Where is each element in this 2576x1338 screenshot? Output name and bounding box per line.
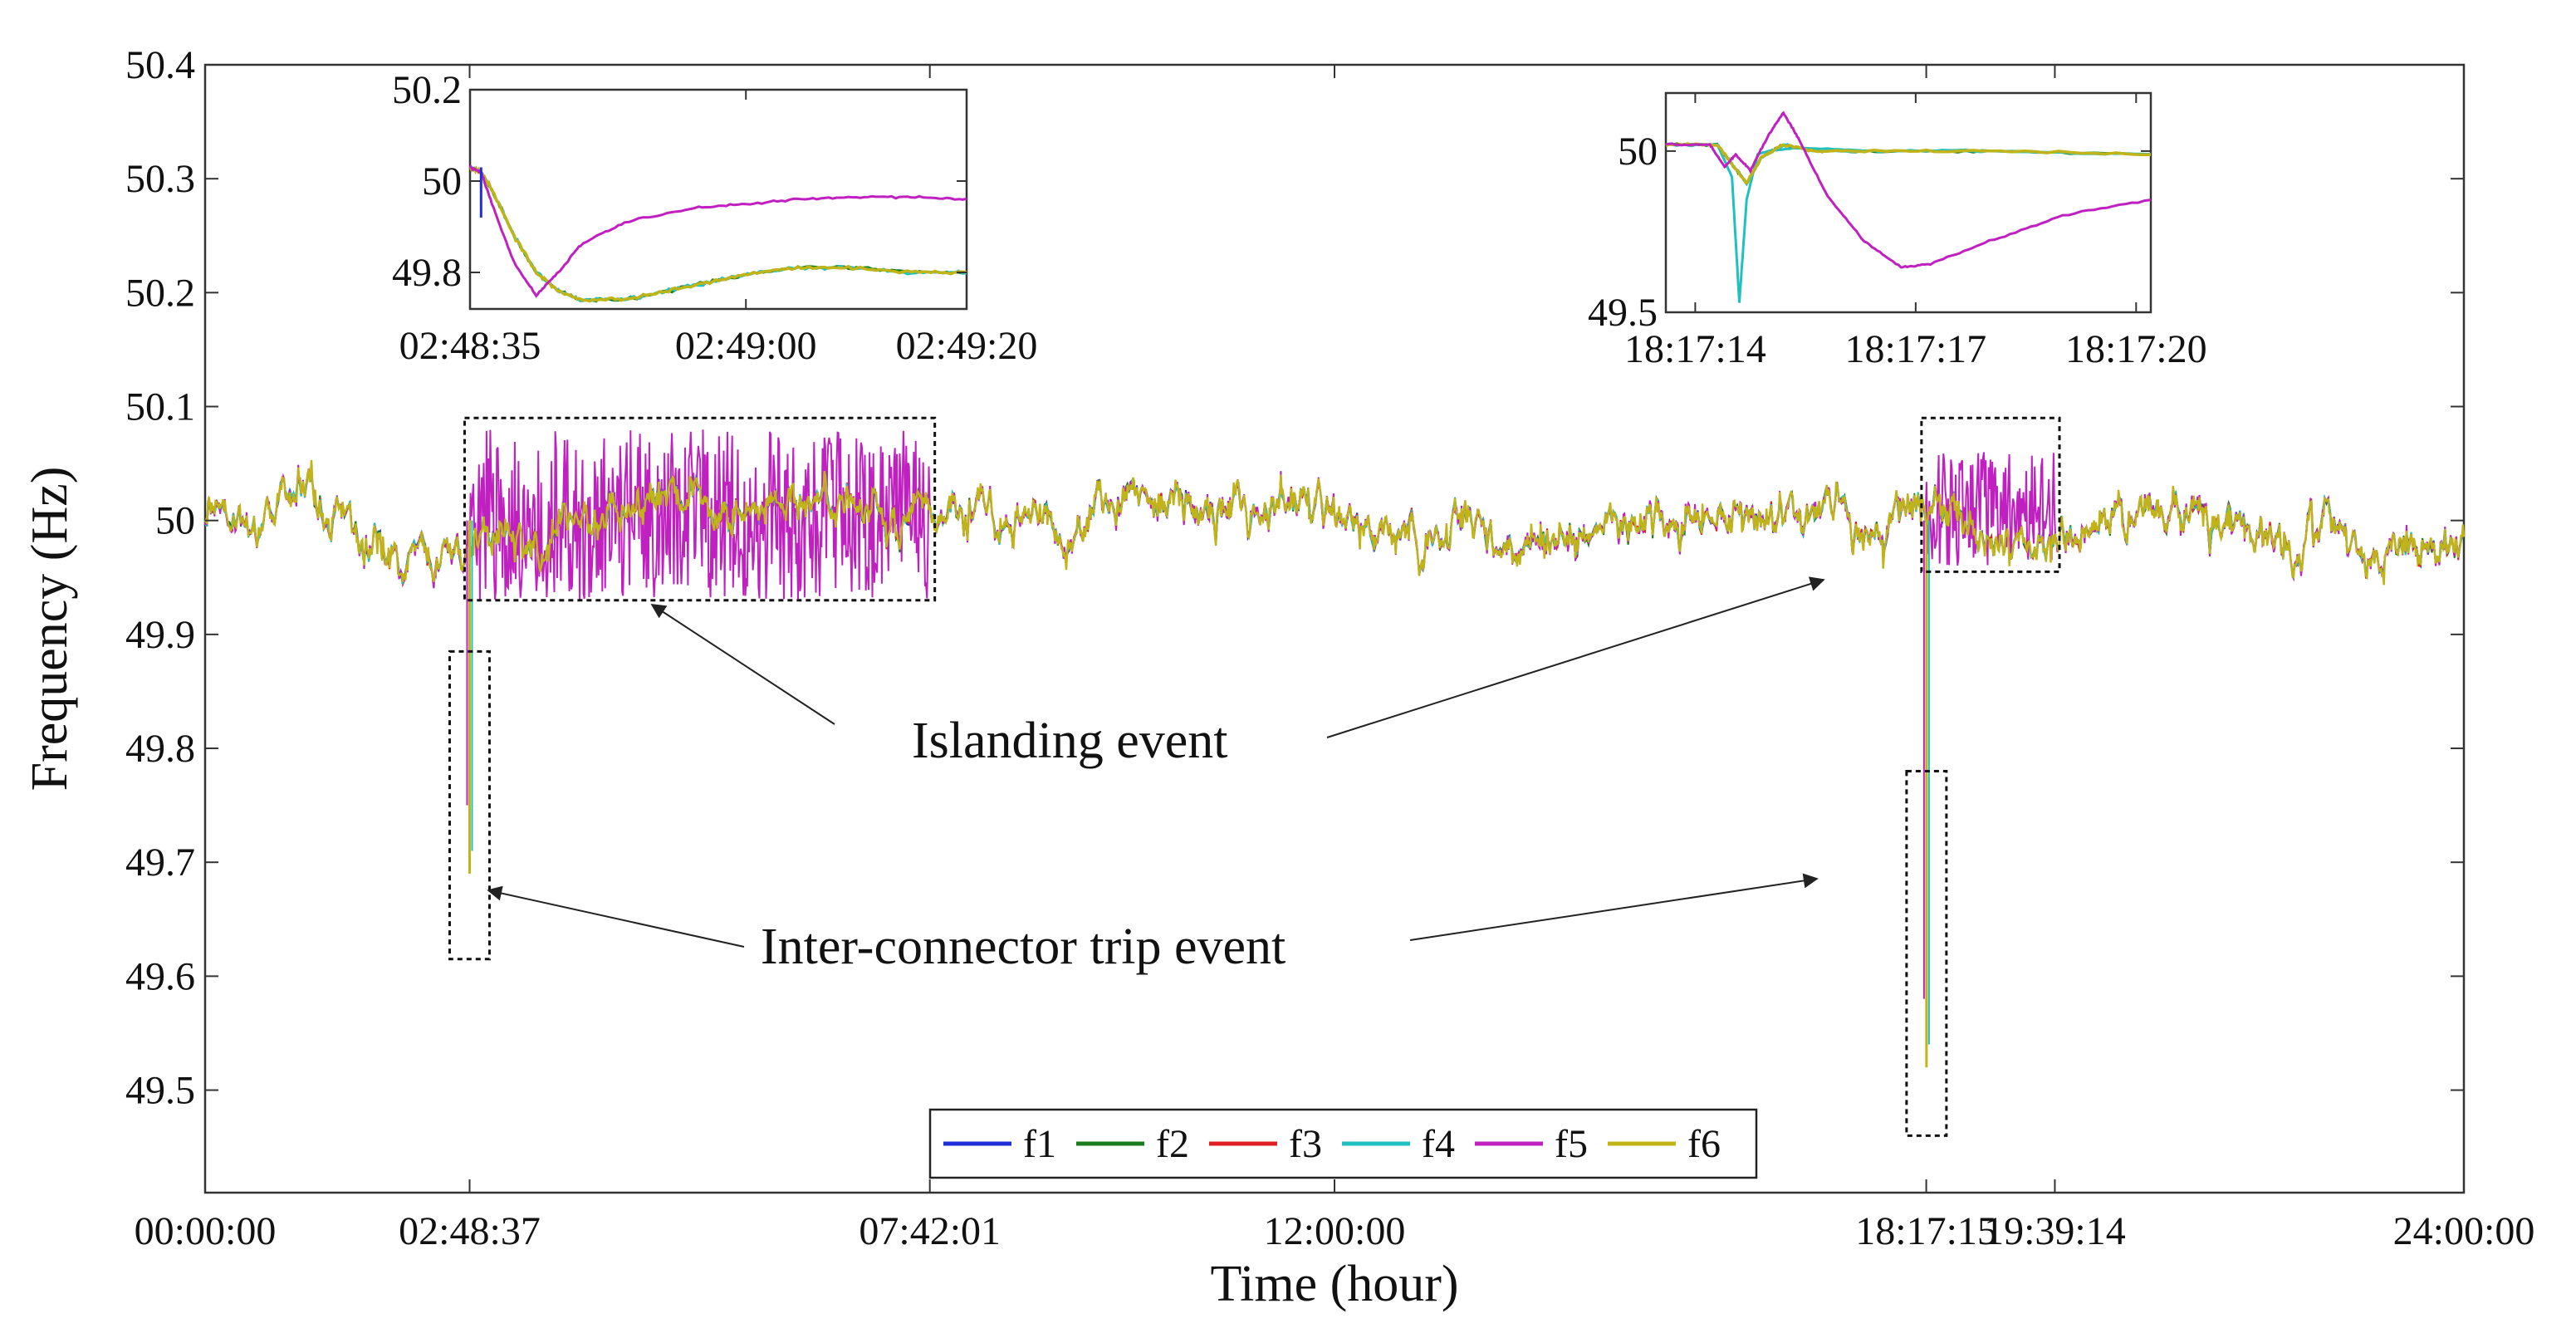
y-axis-title: Frequency (Hz) [22, 467, 78, 792]
y-tick-label: 49.5 [125, 1069, 195, 1113]
x-axis-title: Time (hour) [1210, 1256, 1458, 1312]
arrow-trip-right [1409, 873, 1819, 941]
x-tick-label: 24:00:00 [2393, 1209, 2535, 1253]
inset-2-data [1665, 110, 2152, 303]
legend: f1 f2 f3 f4 f5 f6 [928, 1108, 1758, 1179]
inset-1-frame [468, 88, 968, 311]
legend-item-f4: f4 [1342, 1122, 1455, 1166]
y-tick-label: 50.1 [125, 385, 195, 429]
inset-1-y-tick-label: 49.8 [392, 251, 462, 295]
arrow-islanding-right [1326, 576, 1825, 738]
inset-1: 49.8 50 50.2 02:48:35 02:49:00 02:49:20 [392, 68, 1037, 368]
legend-item-f5: f5 [1475, 1122, 1588, 1166]
y-tick-label: 49.8 [125, 727, 195, 771]
inset-1-x-tick-label: 02:49:00 [675, 324, 817, 368]
inset-2-series-f5-line [1665, 110, 2152, 269]
inset-2-series-f6-line [1665, 142, 2152, 184]
legend-label-f4: f4 [1422, 1122, 1455, 1166]
legend-item-f3: f3 [1209, 1122, 1322, 1166]
legend-label-f5: f5 [1555, 1122, 1588, 1166]
arrow-trip-left [487, 885, 745, 948]
inset-1-y-tick-label: 50.2 [392, 68, 462, 112]
inset-2-x-tick-label: 18:17:17 [1845, 327, 1987, 371]
x-tick-label: 02:48:37 [399, 1209, 541, 1253]
inset-1-axes: 49.8 50 50.2 02:48:35 02:49:00 02:49:20 [392, 68, 1037, 368]
legend-item-f6: f6 [1608, 1122, 1721, 1166]
x-tick-label: 18:17:15 [1855, 1209, 1997, 1253]
y-axis: 49.5 49.6 49.7 49.8 49.9 50 50.1 50.2 50.3 50.4 [125, 43, 2464, 1113]
y-tick-label: 49.7 [125, 841, 195, 885]
y-tick-label: 50.2 [125, 271, 195, 315]
event-highlight-boxes [448, 416, 2061, 1137]
islanding-box-2 [1920, 416, 2061, 573]
y-tick-label: 50.4 [125, 43, 195, 87]
inset-1-x-tick-label: 02:48:35 [399, 324, 541, 368]
y-tick-label: 50.3 [125, 157, 195, 201]
x-tick-label: 12:00:00 [1264, 1209, 1406, 1253]
inset-2-y-tick-label: 50 [1618, 130, 1658, 174]
legend-item-f1: f1 [943, 1122, 1056, 1166]
islanding-box-1 [463, 416, 937, 602]
annotation-islanding-event: Islanding event [912, 713, 1228, 769]
y-tick-label: 49.6 [125, 954, 195, 998]
inset-2-x-tick-label: 18:17:20 [2065, 327, 2207, 371]
annotation-inter-connector-trip: Inter-connector trip event [761, 919, 1286, 975]
trip-box-2 [1905, 769, 1948, 1137]
inset-1-series-f6-line [469, 165, 967, 303]
inset-2: 49.5 50 18:17:14 18:17:17 18:17:20 [1588, 91, 2207, 371]
series-f6-line [203, 459, 2466, 586]
inset-1-data [468, 164, 967, 303]
trip-box-1 [448, 649, 491, 961]
inset-2-y-tick-label: 49.5 [1588, 291, 1658, 335]
inset-1-series-f5-line [468, 164, 967, 298]
inset-1-x-tick-label: 02:49:20 [896, 324, 1038, 368]
x-axis: 00:00:00 02:48:37 07:42:01 12:00:00 18:17:15… [135, 65, 2535, 1253]
arrow-islanding-left [650, 604, 835, 725]
x-tick-label: 19:39:14 [1984, 1209, 2126, 1253]
y-tick-label: 50 [155, 499, 195, 543]
inset-2-axes: 49.5 50 18:17:14 18:17:17 18:17:20 [1588, 93, 2207, 371]
legend-label-f2: f2 [1156, 1122, 1189, 1166]
legend-label-f1: f1 [1023, 1122, 1056, 1166]
x-tick-label: 00:00:00 [135, 1209, 277, 1253]
inset-1-y-tick-label: 50 [422, 159, 462, 203]
y-tick-label: 49.9 [125, 613, 195, 657]
legend-label-f6: f6 [1687, 1122, 1721, 1166]
legend-item-f2: f2 [1076, 1122, 1189, 1166]
main-data-layer [203, 429, 2466, 1068]
x-tick-label: 07:42:01 [859, 1209, 1001, 1253]
inset-2-x-tick-label: 18:17:14 [1624, 327, 1766, 371]
legend-label-f3: f3 [1289, 1122, 1322, 1166]
